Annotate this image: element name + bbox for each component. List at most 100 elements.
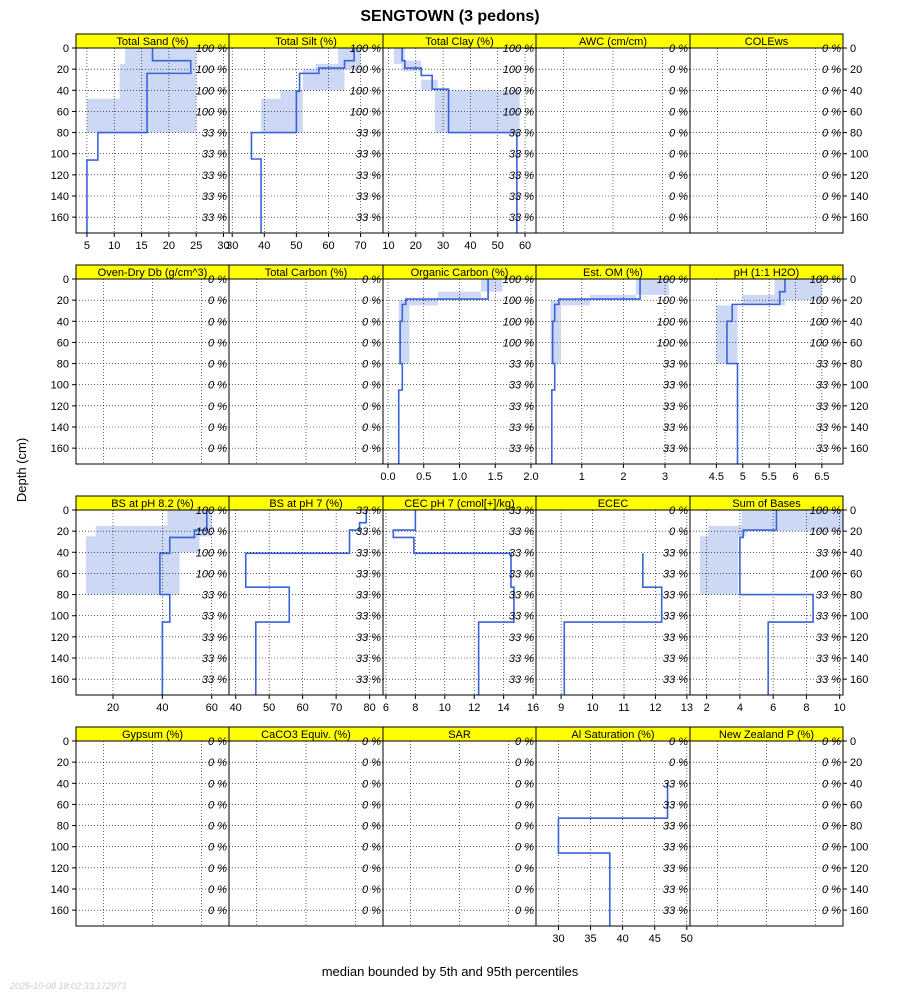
- median-line: [159, 510, 208, 695]
- pct-label: 0 %: [515, 863, 534, 875]
- chart-title: SENGTOWN (3 pedons): [360, 8, 539, 25]
- y-tick-label: 120: [850, 170, 868, 182]
- y-tick-label: 40: [57, 316, 69, 328]
- y-axis-label: Depth (cm): [14, 438, 29, 502]
- pct-label: 100 %: [503, 85, 534, 97]
- x-tick-label: 2: [620, 471, 626, 483]
- panel-12: CEC pH 7 (cmol[+]/kg)33 %33 %33 %33 %33 …: [382, 495, 539, 714]
- panel-2: Total Clay (%) 100 % 100 % 100 % 100 % 33 % 33…: [382, 33, 537, 252]
- pct-label: 0 %: [208, 821, 227, 833]
- x-tick-label: 1.0: [452, 471, 467, 483]
- y-tick-label: 120: [51, 401, 69, 413]
- panel-strip-label: Sum of Bases: [732, 498, 801, 510]
- pct-label: 0 %: [822, 736, 841, 748]
- pct-label: 0 %: [362, 422, 381, 434]
- pct-label: 0 %: [362, 295, 381, 307]
- pct-label: 100 %: [503, 43, 534, 55]
- panel-strip-label: SAR: [448, 729, 471, 741]
- pct-label: 0 %: [822, 149, 841, 161]
- panel-11: BS at pH 7 (%) 33 % 33 % 33 % 33 % 33 % 33 % 33…: [228, 495, 384, 714]
- x-tick-label: 10: [586, 702, 598, 714]
- pct-label: 0 %: [515, 884, 534, 896]
- pct-label: 33 %: [816, 674, 841, 686]
- x-tick-label: 2.0: [523, 471, 538, 483]
- x-tick-label: 12: [468, 702, 480, 714]
- pct-label: 33 %: [816, 547, 841, 559]
- pct-label: 33 %: [202, 149, 227, 161]
- pct-label: 33 %: [663, 653, 688, 665]
- pct-label: 0 %: [362, 757, 381, 769]
- panel-frame: [689, 47, 844, 234]
- panel-data: [383, 510, 536, 695]
- pct-label: 33 %: [509, 526, 534, 538]
- pct-label: 33 %: [202, 653, 227, 665]
- pct-label: 33 %: [816, 611, 841, 623]
- pct-label: 33 %: [816, 359, 841, 371]
- pct-label: 33 %: [202, 170, 227, 182]
- panel-16: CaCO3 Equiv. (%) 0 % 0 % 0 % 0 % 0 % 0 % 0 % 0 %…: [228, 726, 384, 927]
- y-tick-label: 0: [63, 274, 69, 286]
- timestamp: 2025-10-08 18:02:33.172973: [9, 981, 126, 991]
- y-tick-label: 80: [57, 359, 69, 371]
- pct-label: 33 %: [816, 422, 841, 434]
- pct-label: 33 %: [816, 380, 841, 392]
- x-tick-label: 60: [206, 702, 218, 714]
- pct-label: 33 %: [356, 170, 381, 182]
- pct-label: 33 %: [816, 632, 841, 644]
- panel-10: BS at pH 8.2 (%)100 %100 %100 %100 %33 %…: [51, 495, 230, 714]
- pct-label: 33 %: [663, 380, 688, 392]
- x-tick-label: 4: [737, 702, 743, 714]
- pct-label: 100 %: [657, 337, 688, 349]
- pct-label: 33 %: [509, 149, 534, 161]
- panel-data: [229, 741, 383, 926]
- x-tick-label: 50: [290, 240, 302, 252]
- pct-label: 33 %: [663, 611, 688, 623]
- y-tick-label: 120: [51, 863, 69, 875]
- pct-label: 0 %: [362, 337, 381, 349]
- panel-data: [690, 741, 843, 926]
- percentile-band: [398, 279, 503, 364]
- pct-label: 0 %: [822, 191, 841, 203]
- panel-9: pH (1:1 H2O) 100 % 100 % 100 % 100 % 33 % 33 %…: [689, 264, 868, 483]
- pct-label: 0 %: [669, 149, 688, 161]
- panel-1: Total Silt (%) 100 % 100 % 100 % 100 % 33 % 33…: [226, 33, 384, 252]
- x-tick-label: 10: [108, 240, 120, 252]
- y-tick-label: 80: [850, 590, 862, 602]
- pct-label: 0 %: [822, 884, 841, 896]
- y-tick-label: 0: [850, 505, 856, 517]
- x-tick-label: 60: [519, 240, 531, 252]
- pct-label: 0 %: [362, 274, 381, 286]
- pct-label: 33 %: [663, 799, 688, 811]
- pct-label: 0 %: [669, 526, 688, 538]
- median-line: [250, 48, 355, 233]
- panel-4: COLEws 0 % 0 % 0 % 0 % 0 % 0 % 0 % 0 % 0 % 0 20 40 60…: [689, 33, 868, 234]
- panel-strip-label: Gypsum (%): [122, 729, 183, 741]
- x-tick-label: 10: [439, 702, 451, 714]
- y-tick-label: 160: [51, 905, 69, 917]
- y-tick-label: 20: [850, 295, 862, 307]
- pct-label: 33 %: [509, 505, 534, 517]
- pct-label: 0 %: [362, 778, 381, 790]
- pct-label: 33 %: [356, 128, 381, 140]
- pct-label: 33 %: [509, 674, 534, 686]
- panel-strip-label: Total Silt (%): [275, 36, 337, 48]
- pct-label: 100 %: [196, 64, 227, 76]
- x-tick-label: 35: [584, 933, 596, 945]
- y-tick-label: 140: [850, 653, 868, 665]
- pct-label: 0 %: [362, 799, 381, 811]
- pct-label: 33 %: [663, 359, 688, 371]
- median-line: [551, 279, 641, 464]
- panel-strip-label: ECEC: [598, 498, 629, 510]
- y-tick-label: 140: [51, 191, 69, 203]
- x-tick-label: 1: [579, 471, 585, 483]
- panel-frame: [689, 278, 844, 465]
- y-tick-label: 0: [850, 43, 856, 55]
- y-tick-label: 0: [63, 736, 69, 748]
- y-tick-label: 40: [850, 85, 862, 97]
- pct-label: 100 %: [503, 274, 534, 286]
- pct-label: 0 %: [515, 799, 534, 811]
- pct-label: 33 %: [509, 422, 534, 434]
- pct-label: 0 %: [669, 757, 688, 769]
- pct-label: 0 %: [515, 905, 534, 917]
- y-tick-label: 0: [850, 274, 856, 286]
